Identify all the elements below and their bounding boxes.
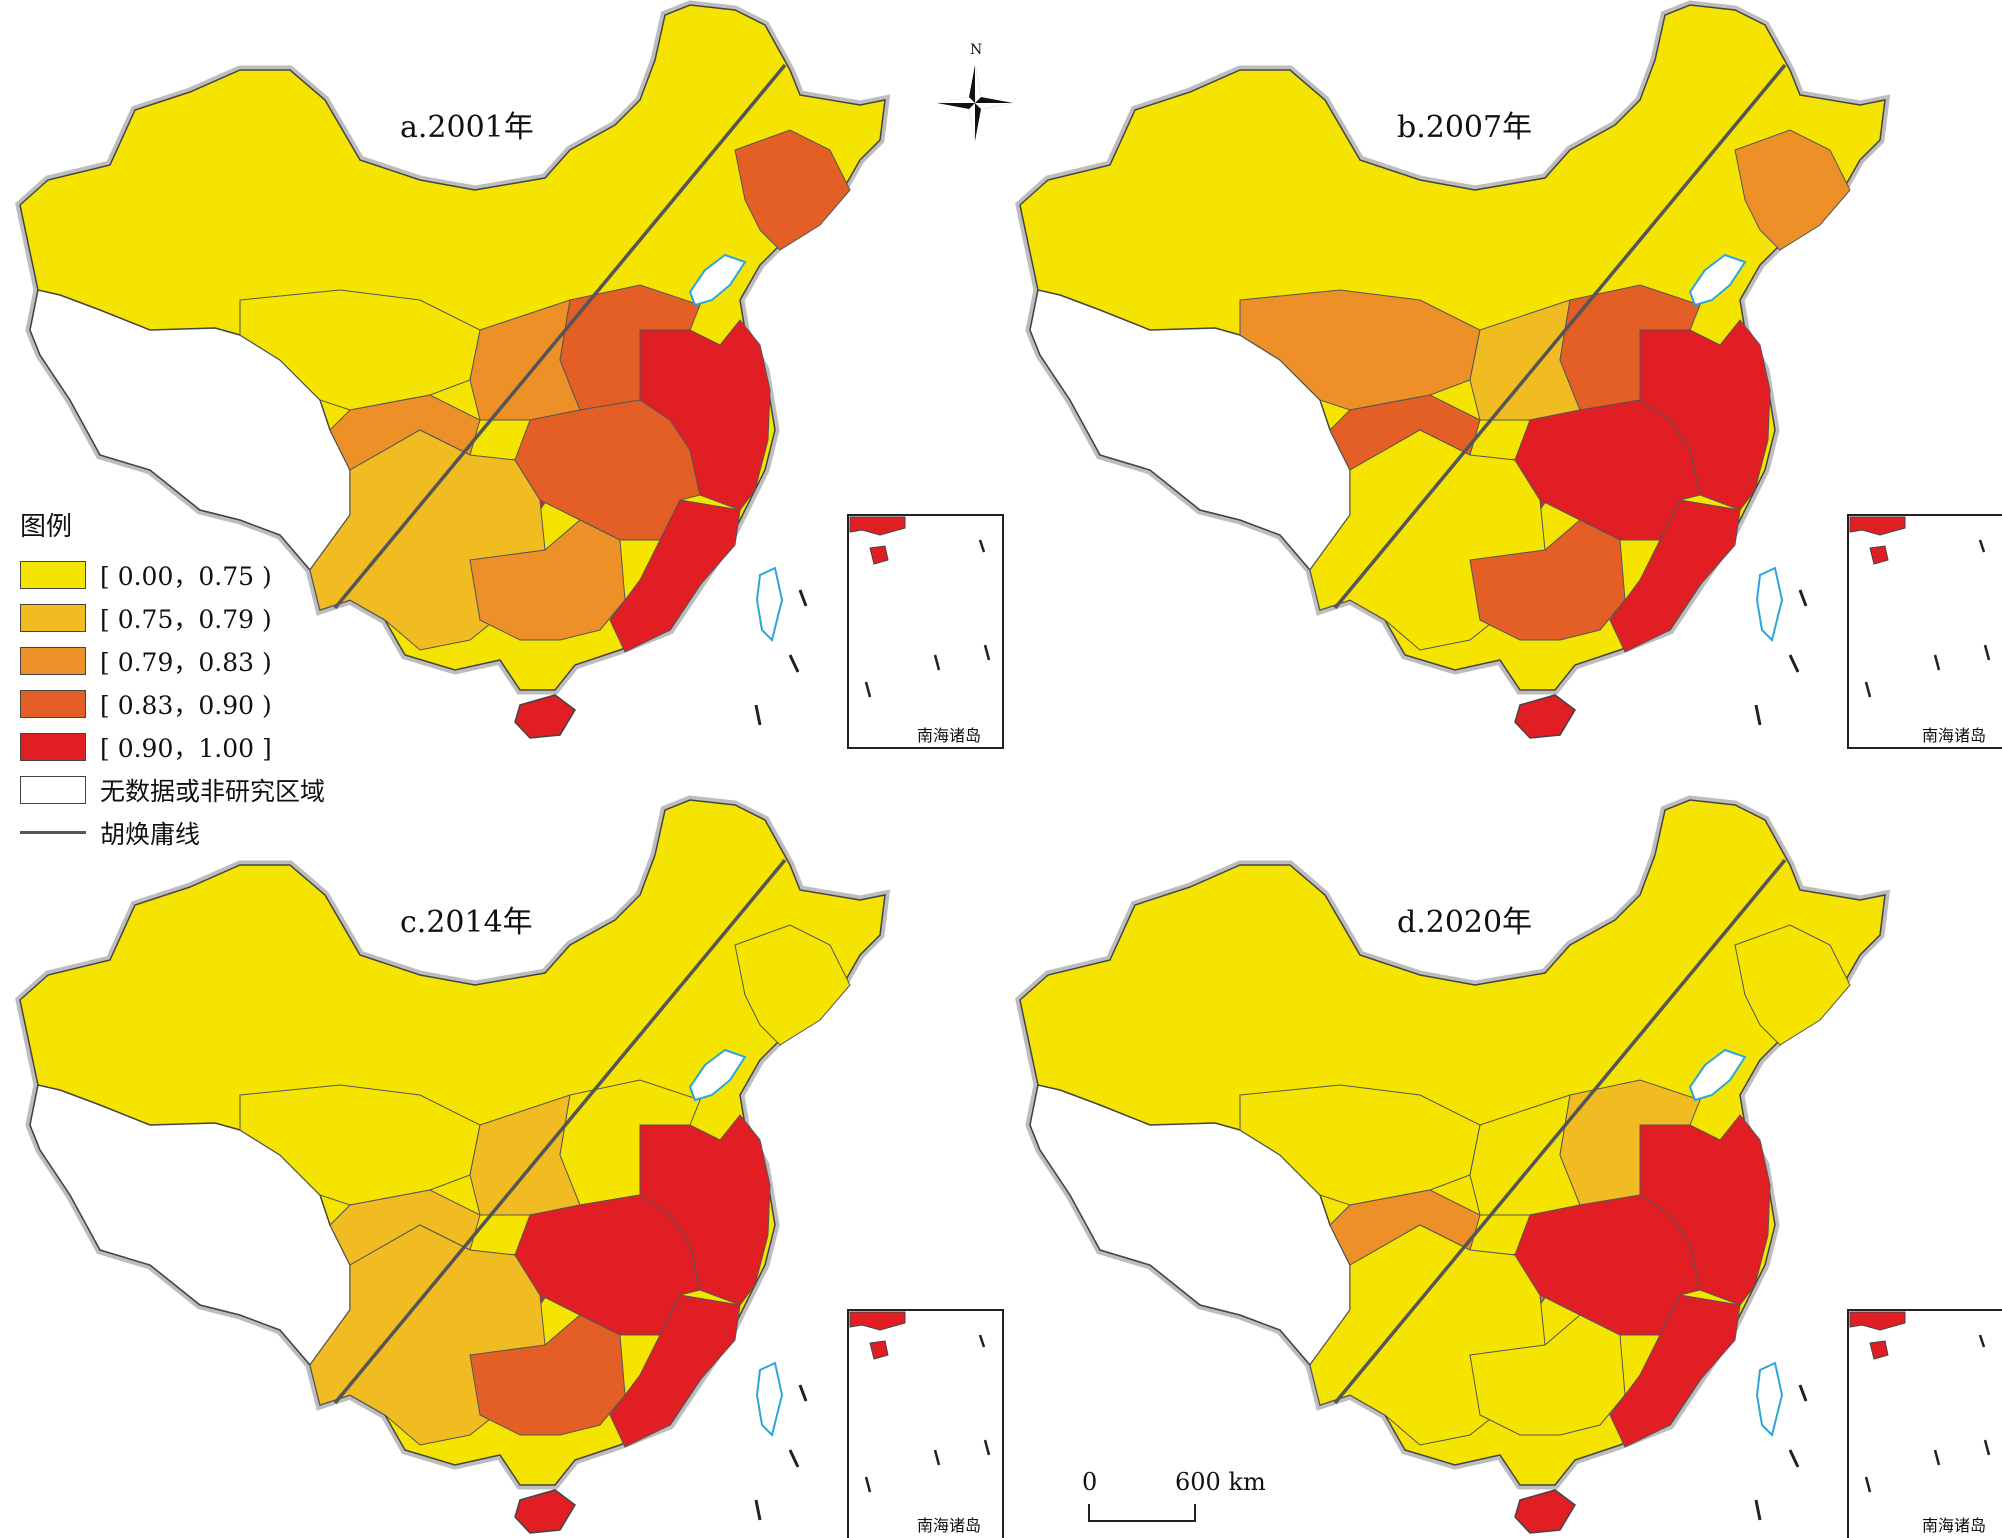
boundary-dash <box>754 704 762 726</box>
legend-swatch-no-data <box>20 775 86 804</box>
legend-title: 图例 <box>20 512 73 542</box>
boundary-dash <box>1754 704 1762 726</box>
scale-zero: 0 <box>1082 1468 1098 1496</box>
legend: 图例 [ 0.00，0.75 ) [ 0.75，0.79 ) [ 0.79，0.83… <box>20 506 440 854</box>
boundary-dash <box>788 654 800 673</box>
legend-label-no-data: 无数据或非研究区域 <box>100 776 326 806</box>
taiwan-island <box>1756 567 1783 641</box>
panel-title-d: d.2020年 <box>1397 905 1533 940</box>
legend-item-1: [ 0.75，0.79 ) <box>20 596 440 639</box>
province-hainan <box>1514 694 1576 739</box>
panel-title-a: a.2001年 <box>400 110 534 145</box>
south-china-sea-inset <box>847 514 1004 749</box>
boundary-dash <box>1788 1449 1800 1468</box>
legend-item-0: [ 0.00，0.75 ) <box>20 553 440 596</box>
taiwan-island <box>1756 1362 1783 1436</box>
legend-item-3: [ 0.83，0.90 ) <box>20 682 440 725</box>
inset-label-b: 南海诸岛 <box>1922 726 1987 745</box>
legend-label-2: [ 0.79，0.83 ) <box>100 647 272 677</box>
scale-bar <box>1088 1504 1196 1522</box>
hu-huanyong-line <box>1333 63 1787 610</box>
map-panel-c <box>20 800 1004 1538</box>
taiwan-island <box>756 567 783 641</box>
legend-swatch-1 <box>20 603 86 632</box>
legend-item-no-data: 无数据或非研究区域 <box>20 768 440 811</box>
hu-huanyong-line <box>1333 858 1787 1405</box>
boundary-dash <box>1798 1384 1808 1402</box>
legend-label-0: [ 0.00，0.75 ) <box>100 561 272 591</box>
south-china-sea-inset <box>1847 1309 2002 1538</box>
legend-label-3: [ 0.83，0.90 ) <box>100 690 272 720</box>
inset-label-d: 南海诸岛 <box>1922 1516 1987 1535</box>
map-panel-a <box>20 5 1004 749</box>
boundary-dash <box>798 589 808 607</box>
boundary-dash <box>798 1384 808 1402</box>
legend-hu-line-symbol <box>20 831 86 834</box>
panel-title-c: c.2014年 <box>400 905 533 940</box>
north-label: N <box>970 42 983 58</box>
legend-item-2: [ 0.79，0.83 ) <box>20 639 440 682</box>
legend-swatch-3 <box>20 689 86 718</box>
hu-huanyong-line <box>333 63 787 610</box>
legend-item-hu-line: 胡焕庸线 <box>20 811 440 854</box>
legend-item-4: [ 0.90，1.00 ] <box>20 725 440 768</box>
legend-swatch-2 <box>20 646 86 675</box>
south-china-sea-inset <box>847 1309 1004 1538</box>
boundary-dash <box>788 1449 800 1468</box>
north-arrow <box>937 65 1013 141</box>
taiwan-island <box>756 1362 783 1436</box>
province-hainan <box>514 1489 576 1534</box>
south-china-sea-inset <box>1847 514 2002 749</box>
hu-huanyong-line <box>333 858 787 1405</box>
panel-title-b: b.2007年 <box>1397 110 1533 145</box>
scale-distance: 600 km <box>1175 1468 1266 1496</box>
boundary-dash <box>1754 1499 1762 1521</box>
map-panel-b <box>1020 5 2002 749</box>
boundary-dash <box>754 1499 762 1521</box>
province-hainan <box>1514 1489 1576 1534</box>
north-arrow-star-icon <box>937 65 1013 141</box>
legend-swatch-4 <box>20 732 86 761</box>
legend-swatch-0 <box>20 560 86 589</box>
map-panel-d <box>1020 800 2002 1538</box>
boundary-dash <box>1788 654 1800 673</box>
legend-label-1: [ 0.75，0.79 ) <box>100 604 272 634</box>
boundary-dash <box>1798 589 1808 607</box>
inset-label-c: 南海诸岛 <box>917 1516 982 1535</box>
legend-label-4: [ 0.90，1.00 ] <box>100 733 272 763</box>
legend-label-hu-line: 胡焕庸线 <box>100 819 201 849</box>
inset-label-a: 南海诸岛 <box>917 726 982 745</box>
province-hainan <box>514 694 576 739</box>
